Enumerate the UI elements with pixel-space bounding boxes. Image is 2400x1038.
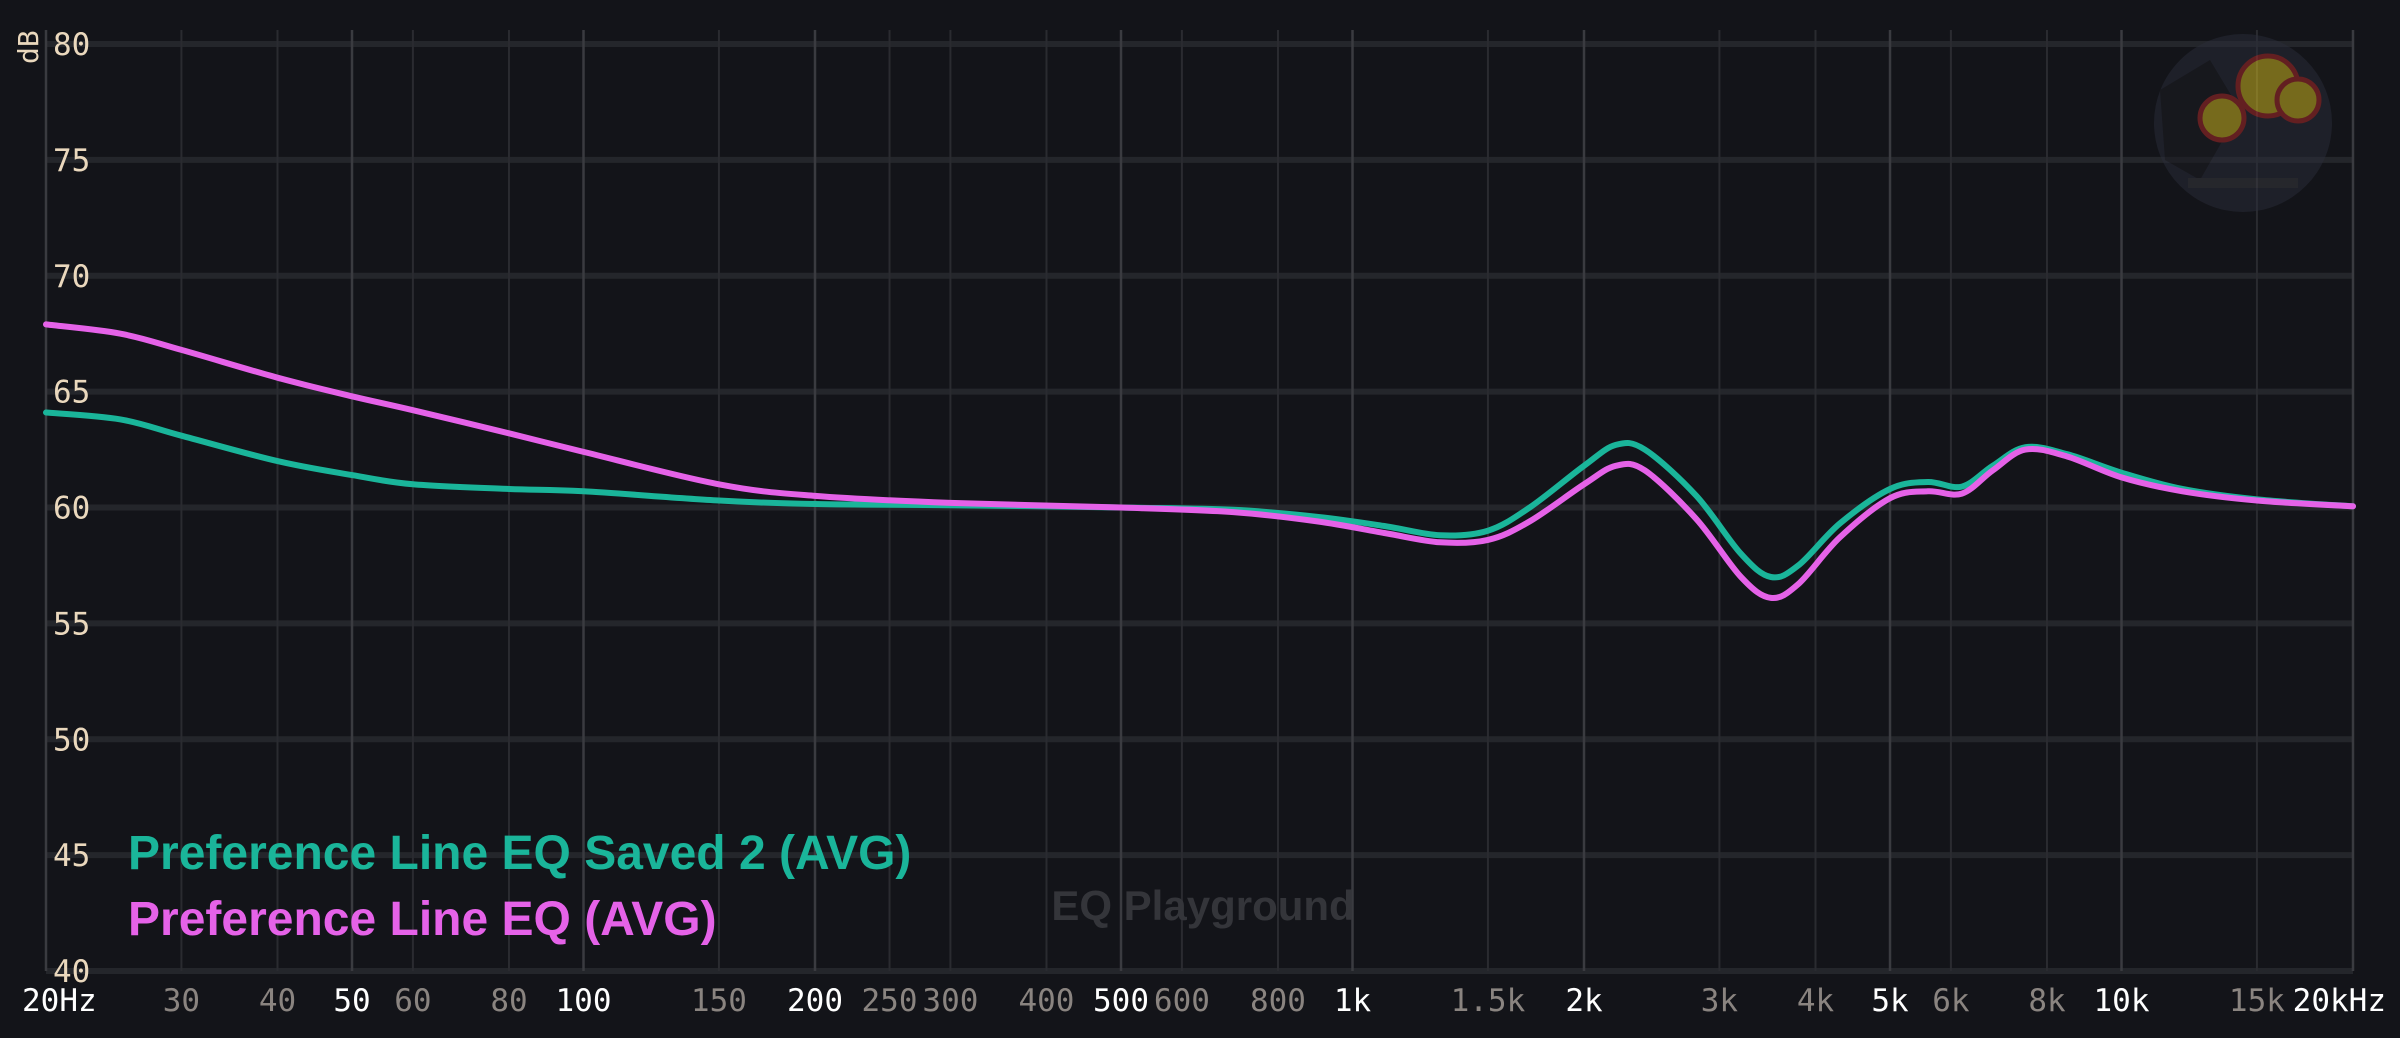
x-tick-label: 30 <box>163 983 200 1019</box>
y-tick-label: 45 <box>53 838 90 874</box>
avatar-logo <box>2154 34 2332 212</box>
y-tick-label: 55 <box>53 606 90 642</box>
x-tick-label: 1.5k <box>1451 983 1526 1019</box>
x-tick-label: 10k <box>2094 983 2150 1019</box>
y-tick-label: 60 <box>53 491 90 527</box>
x-tick-label: 2k <box>1565 983 1603 1019</box>
x-tick-label: 80 <box>490 983 527 1019</box>
y-tick-label: 65 <box>53 375 90 411</box>
x-tick-label: 250 <box>862 983 918 1019</box>
x-tick-label: 8k <box>2028 983 2066 1019</box>
x-tick-label: 500 <box>1093 983 1149 1019</box>
x-tick-label: 20Hz <box>22 983 97 1019</box>
legend: Preference Line EQ Saved 2 (AVG) Prefere… <box>128 827 911 946</box>
x-tick-label: 20kHz <box>2293 983 2386 1019</box>
x-tick-label: 1k <box>1334 983 1372 1019</box>
y-tick-label: 50 <box>53 722 90 758</box>
y-tick-label: 75 <box>53 143 90 179</box>
x-tick-label: 4k <box>1797 983 1835 1019</box>
x-tick-label: 40 <box>259 983 296 1019</box>
x-tick-label: 200 <box>787 983 843 1019</box>
x-tick-label: 400 <box>1018 983 1074 1019</box>
y-tick-label: 40 <box>53 954 90 990</box>
x-tick-label: 50 <box>333 983 370 1019</box>
x-tick-label: 3k <box>1701 983 1739 1019</box>
x-tick-label: 800 <box>1250 983 1306 1019</box>
series-line-0 <box>43 409 2356 581</box>
y-tick-label: 70 <box>53 259 90 295</box>
y-axis-unit-label: dB <box>12 30 45 64</box>
watermark-text: EQ Playground <box>1051 882 1354 929</box>
y-tick-label: 80 <box>53 27 90 63</box>
x-tick-label: 300 <box>922 983 978 1019</box>
legend-entry-saved-2[interactable]: Preference Line EQ Saved 2 (AVG) <box>128 827 911 880</box>
x-tick-label: 150 <box>691 983 747 1019</box>
x-tick-label: 6k <box>1932 983 1970 1019</box>
x-tick-label: 100 <box>556 983 612 1019</box>
axis-layer: dB 40 45 50 55 60 65 70 75 80 20Hz 30 40 50 60 80 100 15… <box>12 27 2386 1019</box>
x-tick-label: 5k <box>1871 983 1909 1019</box>
x-tick-label: 600 <box>1154 983 1210 1019</box>
x-tick-label: 60 <box>394 983 431 1019</box>
legend-entry-preference-line[interactable]: Preference Line EQ (AVG) <box>128 893 717 946</box>
series-line-1 <box>43 321 2356 602</box>
x-tick-label: 15k <box>2229 983 2285 1019</box>
series-layer <box>43 321 2356 602</box>
